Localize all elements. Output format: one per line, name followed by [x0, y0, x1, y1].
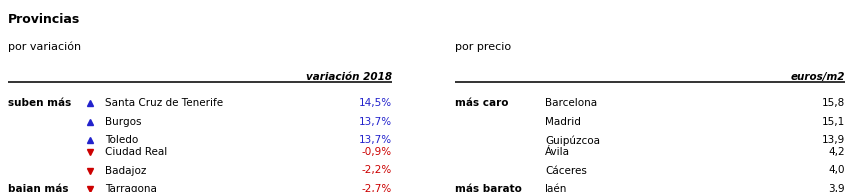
Text: Santa Cruz de Tenerife: Santa Cruz de Tenerife	[105, 98, 223, 108]
Text: Burgos: Burgos	[105, 117, 141, 127]
Text: variación 2018: variación 2018	[306, 72, 392, 82]
Text: Madrid: Madrid	[545, 117, 581, 127]
Text: Guipúzcoa: Guipúzcoa	[545, 135, 600, 146]
Text: más caro: más caro	[455, 98, 509, 108]
Text: 13,9: 13,9	[822, 135, 845, 145]
Text: -2,2%: -2,2%	[362, 166, 392, 175]
Text: 3,9: 3,9	[828, 184, 845, 192]
Text: Tarragona: Tarragona	[105, 184, 156, 192]
Text: Provincias: Provincias	[8, 13, 80, 26]
Text: 14,5%: 14,5%	[359, 98, 392, 108]
Text: 13,7%: 13,7%	[359, 117, 392, 127]
Text: -2,7%: -2,7%	[362, 184, 392, 192]
Text: 4,2: 4,2	[828, 147, 845, 157]
Text: Jaén: Jaén	[545, 184, 568, 192]
Text: Ciudad Real: Ciudad Real	[105, 147, 168, 157]
Text: euros/m2: euros/m2	[791, 72, 845, 82]
Text: Badajoz: Badajoz	[105, 166, 146, 175]
Text: más barato: más barato	[455, 184, 522, 192]
Text: por precio: por precio	[455, 42, 511, 52]
Text: Ávila: Ávila	[545, 147, 570, 157]
Text: bajan más: bajan más	[8, 184, 68, 192]
Text: 15,8: 15,8	[822, 98, 845, 108]
Text: Cáceres: Cáceres	[545, 166, 587, 175]
Text: 13,7%: 13,7%	[359, 135, 392, 145]
Text: Barcelona: Barcelona	[545, 98, 597, 108]
Text: 4,0: 4,0	[828, 166, 845, 175]
Text: suben más: suben más	[8, 98, 71, 108]
Text: -0,9%: -0,9%	[362, 147, 392, 157]
Text: por variación: por variación	[8, 42, 81, 52]
Text: Toledo: Toledo	[105, 135, 139, 145]
Text: 15,1: 15,1	[822, 117, 845, 127]
